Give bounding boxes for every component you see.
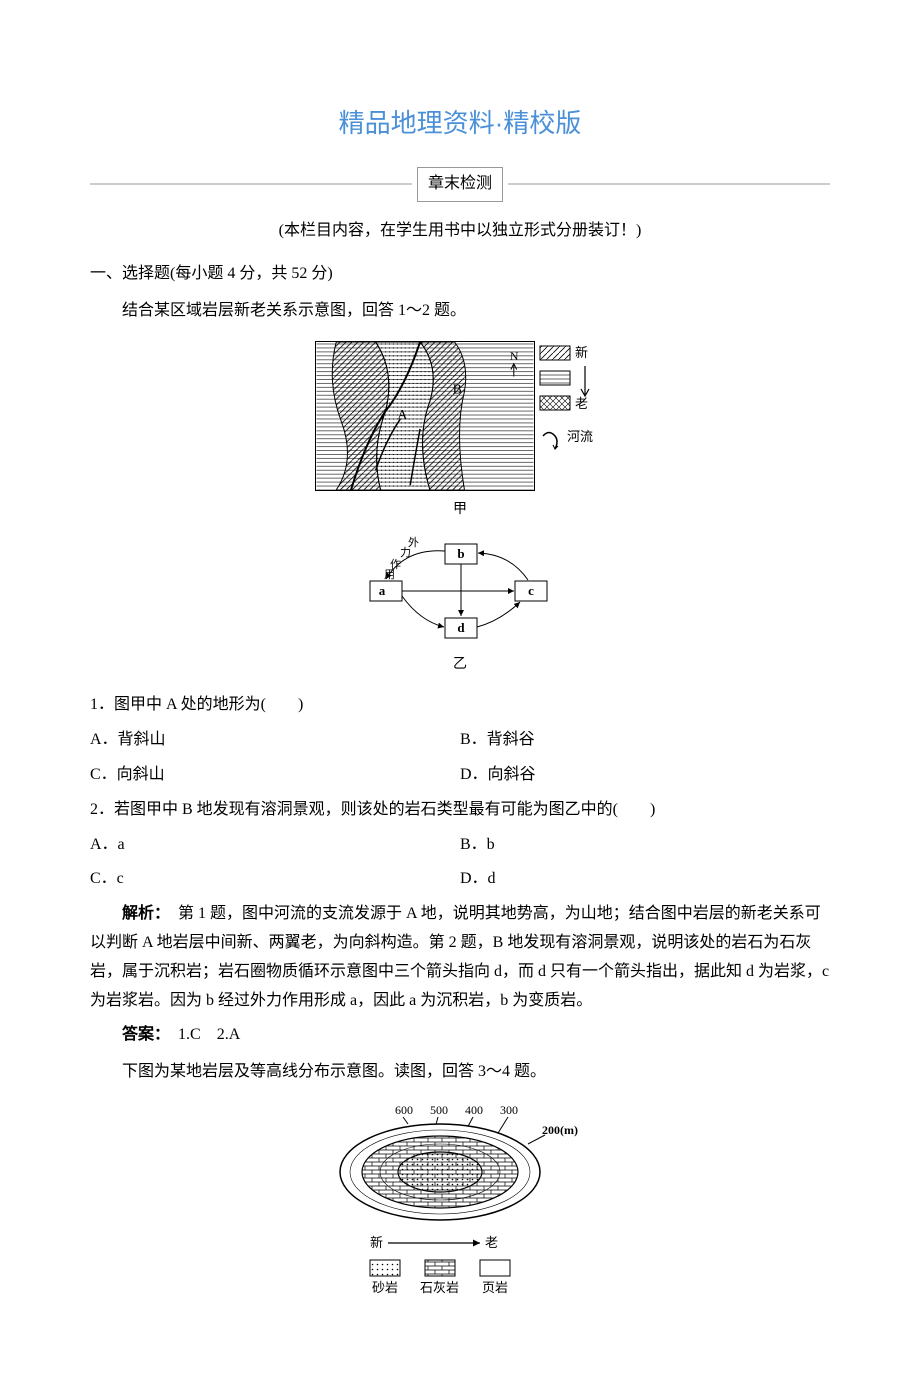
contour-200: 200(m) [542,1123,578,1137]
explanation-1: 解析： 第 1 题，图中河流的支流发源于 A 地，说明其地势高，为山地；结合图中… [90,900,830,1015]
page-title: 精品地理资料·精校版 [90,100,830,147]
figure-jia-legend: 新 老 河流 [535,341,605,491]
divider-line-right [508,183,830,185]
legend-limestone: 石灰岩 [420,1280,459,1295]
answer-1: 答案： 1.C 2.A [90,1021,830,1050]
figure-jia-svg: A B N [315,341,535,491]
node-c: c [528,583,534,598]
intro-text-2: 下图为某地岩层及等高线分布示意图。读图，回答 3～4 题。 [90,1058,830,1087]
section-label: 章末检测 [417,167,503,202]
figure-contour-block: 600 500 400 300 200(m) 新 老 砂岩 石灰岩 页岩 [90,1102,830,1302]
figure-yi-svg: a b c d 外 力 作 用 [360,536,560,646]
section-one-heading: 一、选择题(每小题 4 分，共 52 分) [90,260,830,289]
figure-jia-caption: 甲 [453,496,467,521]
q2-stem: 2．若图甲中 B 地发现有溶洞景观，则该处的岩石类型最有可能为图乙中的( ) [90,796,830,825]
answer-label: 答案： [122,1026,162,1043]
contour-300: 300 [500,1103,518,1117]
contour-500: 500 [430,1103,448,1117]
figure-yi-caption: 乙 [453,651,467,676]
q2-options-row2: C．c D．d [90,865,830,894]
node-d: d [457,620,465,635]
q2-optC: C．c [90,865,460,894]
explanation-label: 解析： [122,905,162,922]
legend-river: 河流 [567,429,593,444]
svg-text:用: 用 [384,569,395,581]
legend-old: 老 [575,396,588,411]
contour-400: 400 [465,1103,483,1117]
meta-note: (本栏目内容，在学生用书中以独立形式分册装订！) [90,217,830,246]
north-label: N [510,349,519,363]
label-b: B [453,381,462,396]
q2-optD: D．d [460,865,830,894]
age-new: 新 [370,1235,383,1250]
answer-text: 1.C 2.A [162,1026,240,1043]
q1-optD: D．向斜谷 [460,761,830,790]
node-b: b [457,546,464,561]
q2-options-row1: A．a B．b [90,831,830,860]
q2-optA: A．a [90,831,460,860]
divider-line-left [90,183,412,185]
label-a: A [397,407,407,422]
figure-jia-block: A B N 新 老 河流 甲 [90,341,830,521]
svg-text:力: 力 [400,546,411,559]
explanation-text: 第 1 题，图中河流的支流发源于 A 地，说明其地势高，为山地；结合图中岩层的新… [90,905,829,1008]
q1-optC: C．向斜山 [90,761,460,790]
q1-options-row1: A．背斜山 B．背斜谷 [90,726,830,755]
intro-text-1: 结合某区域岩层新老关系示意图，回答 1～2 题。 [90,297,830,326]
figure-yi-block: a b c d 外 力 作 用 乙 [90,536,830,676]
q2-optB: B．b [460,831,830,860]
q1-options-row2: C．向斜山 D．向斜谷 [90,761,830,790]
legend-sandstone: 砂岩 [372,1280,398,1295]
contour-600: 600 [395,1103,413,1117]
age-old: 老 [485,1235,498,1250]
figure-contour-svg: 600 500 400 300 200(m) 新 老 砂岩 石灰岩 页岩 [330,1102,590,1302]
q1-optB: B．背斜谷 [460,726,830,755]
legend-new: 新 [575,345,588,360]
q1-stem: 1．图甲中 A 处的地形为( ) [90,691,830,720]
section-divider: 章末检测 [90,167,830,202]
q1-optA: A．背斜山 [90,726,460,755]
legend-shale: 页岩 [482,1280,508,1295]
node-a: a [379,583,386,598]
